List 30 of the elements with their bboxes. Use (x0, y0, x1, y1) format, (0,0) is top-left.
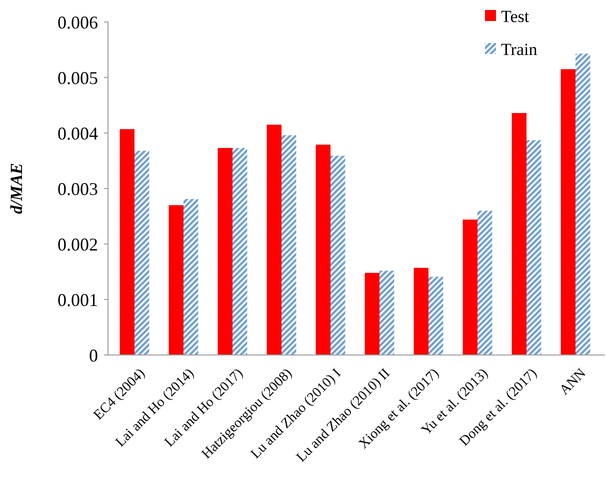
bar (478, 210, 492, 355)
y-tick-label: 0.006 (58, 12, 98, 32)
y-tick-label: 0.004 (58, 123, 98, 144)
bar (560, 69, 576, 355)
bar (512, 113, 526, 355)
bar (266, 124, 282, 355)
legend-label: Test (501, 6, 530, 26)
bar (428, 276, 444, 355)
bar (576, 54, 590, 355)
bar (316, 144, 330, 355)
bar (380, 270, 394, 355)
bar (184, 199, 198, 355)
y-tick-label: 0.003 (58, 178, 98, 199)
bar (168, 205, 184, 355)
y-tick-label: 0 (89, 345, 98, 366)
y-tick-label: 0.001 (58, 290, 98, 310)
bar (232, 148, 248, 355)
y-tick-label: 0.002 (58, 234, 98, 254)
bar (526, 140, 542, 355)
bar (134, 150, 150, 355)
bar (414, 268, 428, 355)
bar (120, 129, 134, 355)
bar (364, 272, 380, 355)
y-tick-label: 0.005 (58, 68, 98, 88)
bar (282, 135, 296, 355)
y-axis-title: d/MAE (7, 162, 26, 214)
legend-label: Train (501, 40, 538, 59)
bar (462, 220, 478, 355)
bar (218, 148, 232, 355)
bar (330, 156, 346, 355)
